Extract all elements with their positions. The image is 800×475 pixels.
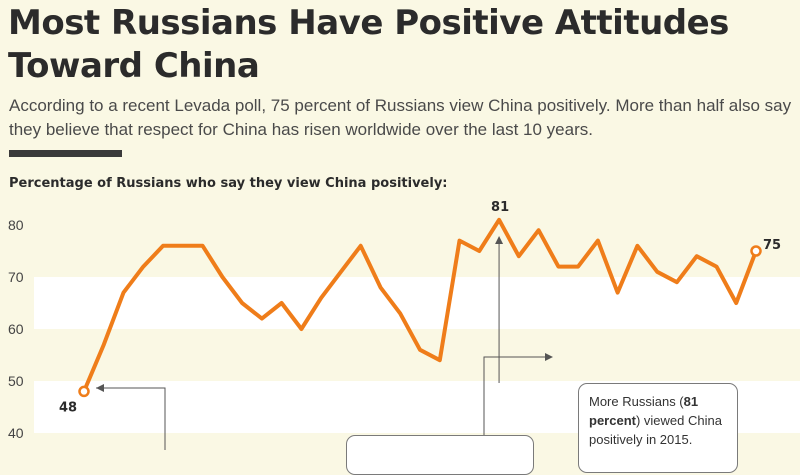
callout-bold-word: percent [589,413,636,428]
leader-line-start [96,387,166,450]
data-label: 75 [763,238,781,253]
arrowhead [545,353,553,361]
grid-band [34,277,800,329]
arrowhead [495,236,504,244]
callout-text-start: More Russians ( [589,394,684,409]
data-label: 81 [491,200,509,215]
page-title: Most Russians Have Positive Attitudes To… [8,3,729,86]
page-subtitle: According to a recent Levada poll, 75 pe… [9,96,792,139]
y-tick-label: 60 [8,321,24,337]
y-tick-label: 50 [8,373,24,389]
title-rule [9,150,122,157]
arrowhead [96,384,104,392]
callout-2015: More Russians (81 percent) viewed China p… [578,383,738,473]
chart-label: Percentage of Russians who say they view… [9,176,448,191]
callout-box [346,435,534,475]
data-point-marker [78,385,90,398]
leader-line-dip [483,356,550,436]
data-point-marker [750,245,762,257]
y-tick-label: 70 [8,269,24,285]
series-line [82,217,758,394]
callout-bold-value: 81 [683,394,699,409]
y-tick-label: 80 [8,217,24,233]
y-tick-label: 40 [8,425,24,441]
data-label: 48 [59,400,77,415]
callout-text-end: ) viewed China positively in 2015. [589,413,722,447]
